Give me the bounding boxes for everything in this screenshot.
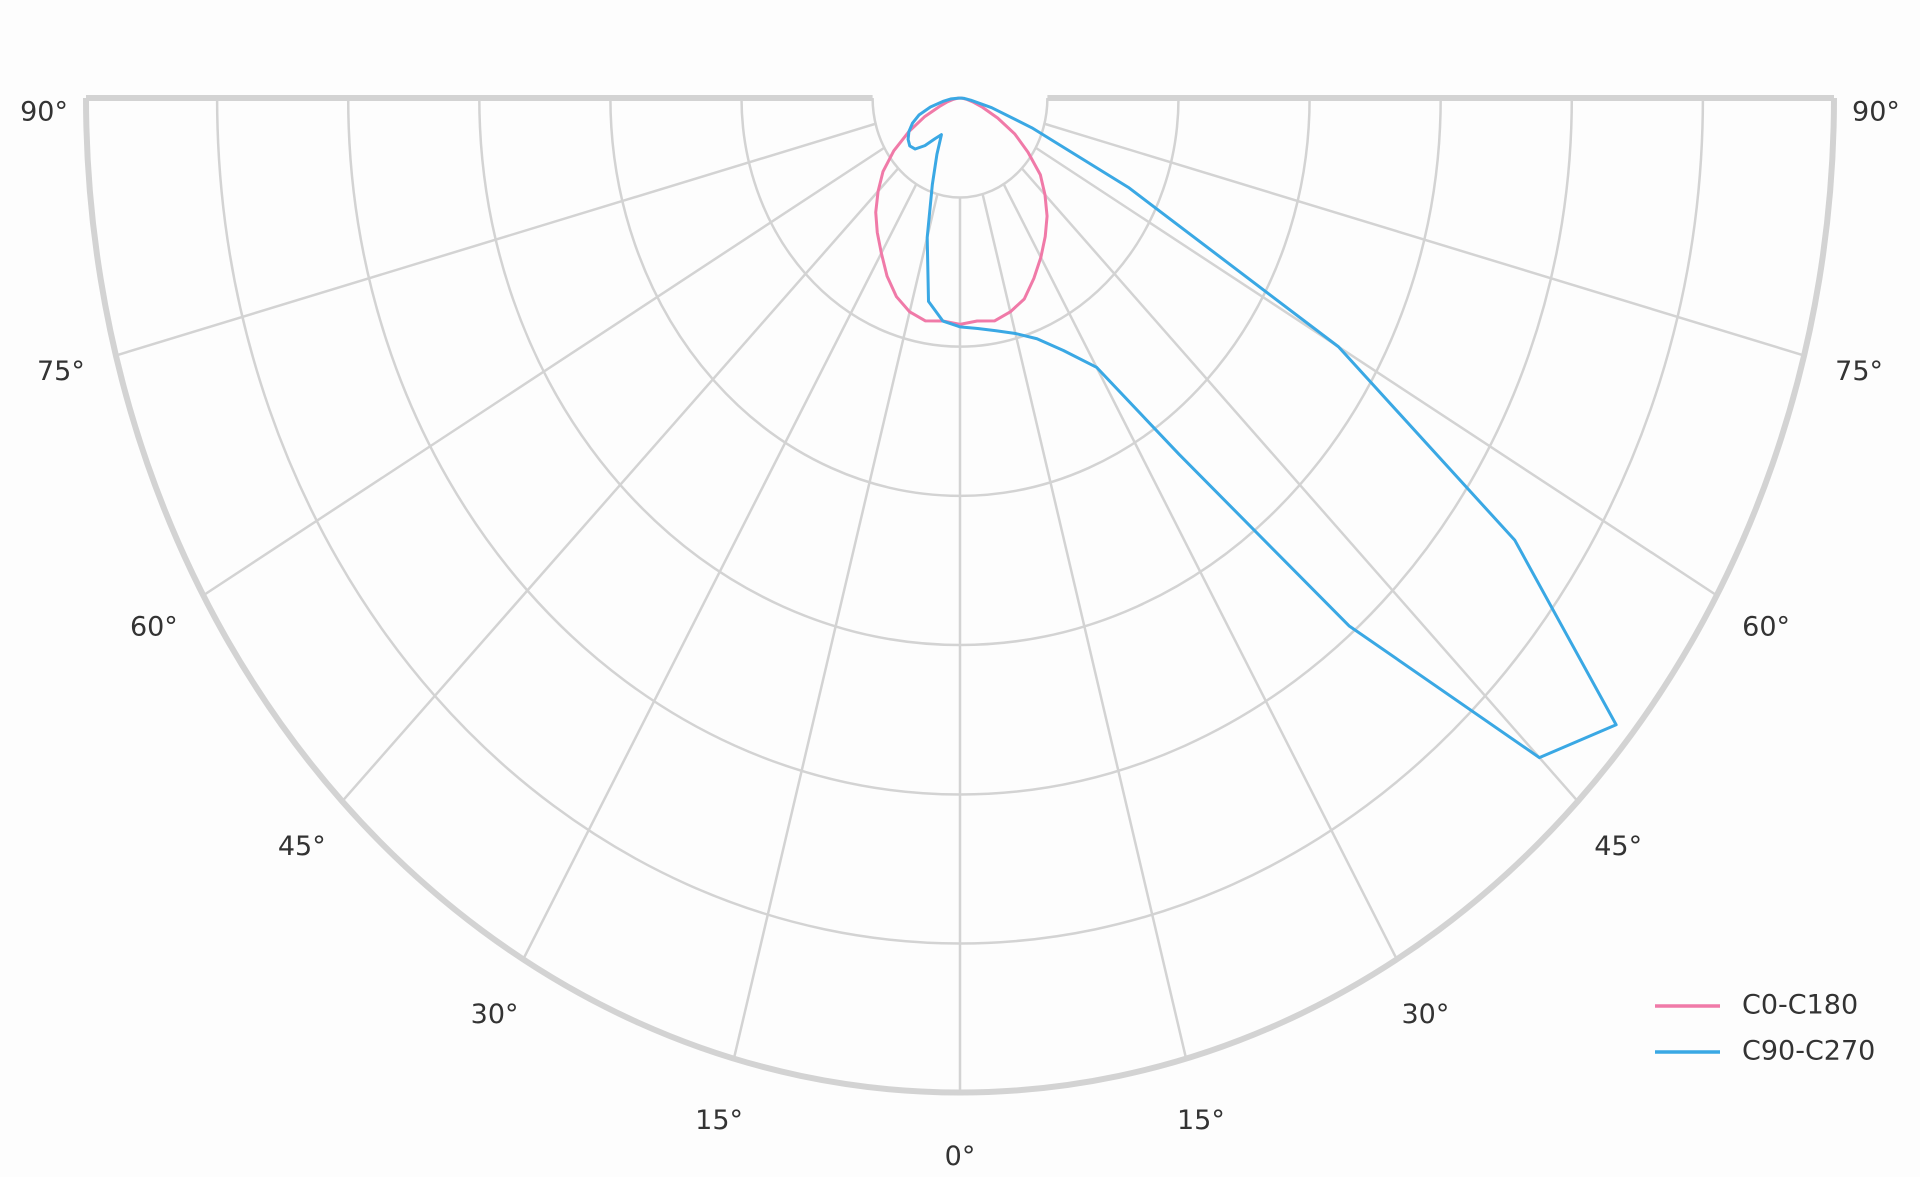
- theta-tick-label: 0°: [945, 1141, 976, 1172]
- theta-tick-label: 75°: [1835, 356, 1883, 387]
- theta-tick-label: 60°: [130, 611, 178, 642]
- grid-spoke: [115, 122, 876, 357]
- grid-spoke: [1020, 167, 1579, 803]
- theta-tick-label: 45°: [278, 831, 326, 862]
- grid-ring: [871, 97, 1049, 199]
- theta-tick-label: 15°: [695, 1105, 743, 1136]
- theta-tick-label: 30°: [1401, 999, 1449, 1030]
- grid-spoke: [1002, 183, 1399, 961]
- grid-spoke: [521, 183, 918, 961]
- theta-tick-label: 45°: [1594, 831, 1642, 862]
- theta-tick-label: 30°: [471, 999, 519, 1030]
- grid-spoke: [1044, 122, 1805, 357]
- theta-tick-label: 15°: [1177, 1105, 1225, 1136]
- legend-label: C0-C180: [1742, 990, 1858, 1021]
- theta-tick-label: 90°: [20, 97, 68, 128]
- theta-tick-label: 90°: [1852, 97, 1900, 128]
- grid-spoke: [202, 146, 885, 597]
- grid-spoke: [732, 193, 939, 1060]
- theta-tick-label: 60°: [1742, 611, 1790, 642]
- legend-label: C90-C270: [1742, 1036, 1875, 1067]
- series-line: [906, 96, 1618, 760]
- grid-spoke: [341, 167, 900, 803]
- grid-spoke: [1035, 146, 1718, 597]
- grid-spoke: [981, 193, 1188, 1060]
- theta-tick-label: 75°: [37, 356, 85, 387]
